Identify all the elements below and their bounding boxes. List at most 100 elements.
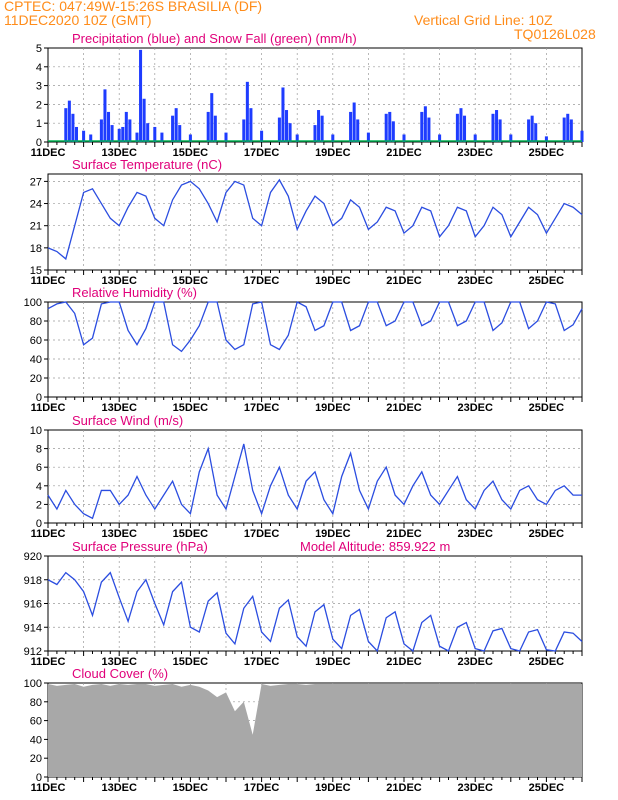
x-tick-label: 17DEC [244, 402, 280, 414]
precip-bar [427, 117, 431, 142]
precip-bar [146, 123, 150, 142]
x-tick-label: 23DEC [457, 782, 493, 794]
precip-bar [356, 119, 360, 142]
precip-bar [423, 106, 427, 142]
precip-bar [74, 126, 78, 142]
y-tick-label: 15 [30, 265, 42, 277]
precip-bar [402, 134, 406, 142]
x-tick-label: 19DEC [315, 402, 351, 414]
precip-bar [67, 100, 71, 142]
header-run-code: TQ0126L028 [514, 26, 596, 42]
x-tick-label: 11DEC [31, 656, 66, 668]
header-date: 11DEC2020 10Z (GMT) [4, 12, 152, 28]
precip-bar [331, 134, 335, 142]
x-tick-label: 21DEC [386, 402, 422, 414]
x-tick-label: 13DEC [101, 275, 137, 287]
y-tick-label: 0 [36, 392, 42, 404]
x-tick-label: 17DEC [244, 782, 280, 794]
precip-bar [566, 113, 570, 142]
precip-bar [562, 117, 566, 142]
series-line [47, 178, 583, 261]
x-tick-label: 13DEC [101, 528, 137, 540]
x-tick-label: 21DEC [386, 782, 422, 794]
y-tick-label: 920 [24, 551, 42, 563]
y-tick-label: 0 [36, 137, 42, 149]
precip-bar [71, 113, 75, 142]
y-tick-label: 916 [24, 599, 42, 611]
precip-bar [534, 123, 538, 142]
precip-bar [473, 134, 477, 142]
panel-title: Precipitation (blue) and Snow Fall (gree… [72, 31, 357, 46]
precip-bar [498, 119, 502, 142]
y-tick-label: 0 [36, 772, 42, 784]
y-tick-label: 21 [30, 221, 42, 233]
precip-bar [281, 87, 285, 142]
precip-bar [366, 132, 370, 142]
x-tick-label: 13DEC [101, 147, 137, 159]
precip-bar [384, 113, 388, 142]
precip-bar [206, 111, 210, 142]
x-tick-label: 19DEC [315, 147, 351, 159]
precip-bar [178, 125, 182, 142]
precip-bar [188, 134, 192, 142]
precip-bar [459, 108, 463, 142]
x-tick-label: 11DEC [31, 147, 66, 159]
x-tick-label: 23DEC [457, 275, 493, 287]
precip-bar [313, 125, 317, 142]
y-tick-label: 918 [24, 575, 42, 587]
series-line [47, 301, 583, 353]
x-tick-label: 23DEC [457, 528, 493, 540]
precip-bar [320, 115, 324, 142]
x-tick-label: 13DEC [101, 782, 137, 794]
y-tick-label: 40 [30, 734, 42, 746]
header-station: CPTEC: 047:49W-15:26S BRASILIA (DF) [4, 0, 263, 14]
precip-bar [128, 119, 132, 142]
precip-bar [82, 130, 86, 142]
precip-bar [491, 113, 495, 142]
x-tick-label: 25DEC [529, 656, 565, 668]
precip-bar [89, 134, 93, 142]
precip-bar [544, 136, 548, 142]
precip-bar [107, 111, 111, 142]
precip-bar [463, 115, 467, 142]
x-tick-label: 25DEC [529, 528, 565, 540]
precip-bar [260, 130, 264, 142]
x-tick-label: 11DEC [31, 782, 66, 794]
y-tick-label: 912 [24, 646, 42, 658]
panel-title: Surface Temperature (nC) [72, 157, 222, 172]
y-tick-label: 27 [30, 176, 42, 188]
y-tick-label: 18 [30, 243, 42, 255]
x-tick-label: 13DEC [101, 402, 137, 414]
y-tick-label: 5 [36, 43, 42, 55]
precip-bar [153, 126, 157, 142]
x-tick-label: 19DEC [315, 656, 351, 668]
header-grid-note: Vertical Grid Line: 10Z [414, 12, 553, 28]
y-tick-label: 0 [36, 518, 42, 530]
y-tick-label: 20 [30, 373, 42, 385]
y-tick-label: 914 [24, 622, 42, 634]
panel-frame [47, 429, 583, 524]
x-tick-label: 23DEC [457, 147, 493, 159]
y-tick-label: 20 [30, 753, 42, 765]
cloud-area [48, 683, 582, 777]
y-tick-label: 24 [30, 199, 42, 211]
x-tick-label: 17DEC [244, 528, 280, 540]
precip-bar [213, 115, 217, 142]
precip-bar [171, 115, 175, 142]
x-tick-label: 17DEC [244, 275, 280, 287]
y-tick-label: 6 [36, 462, 42, 474]
x-tick-label: 15DEC [173, 147, 209, 159]
precip-bar [103, 89, 107, 142]
y-tick-label: 4 [36, 62, 42, 74]
precip-bar [527, 119, 531, 142]
precip-bar [509, 134, 513, 142]
precip-bar [245, 81, 249, 142]
precip-bar [349, 111, 353, 142]
precip-bar [142, 98, 146, 142]
y-tick-label: 1 [36, 118, 42, 130]
precip-bar [210, 93, 214, 142]
x-tick-label: 15DEC [173, 528, 209, 540]
panel-frame [47, 173, 583, 271]
x-tick-label: 15DEC [173, 656, 209, 668]
